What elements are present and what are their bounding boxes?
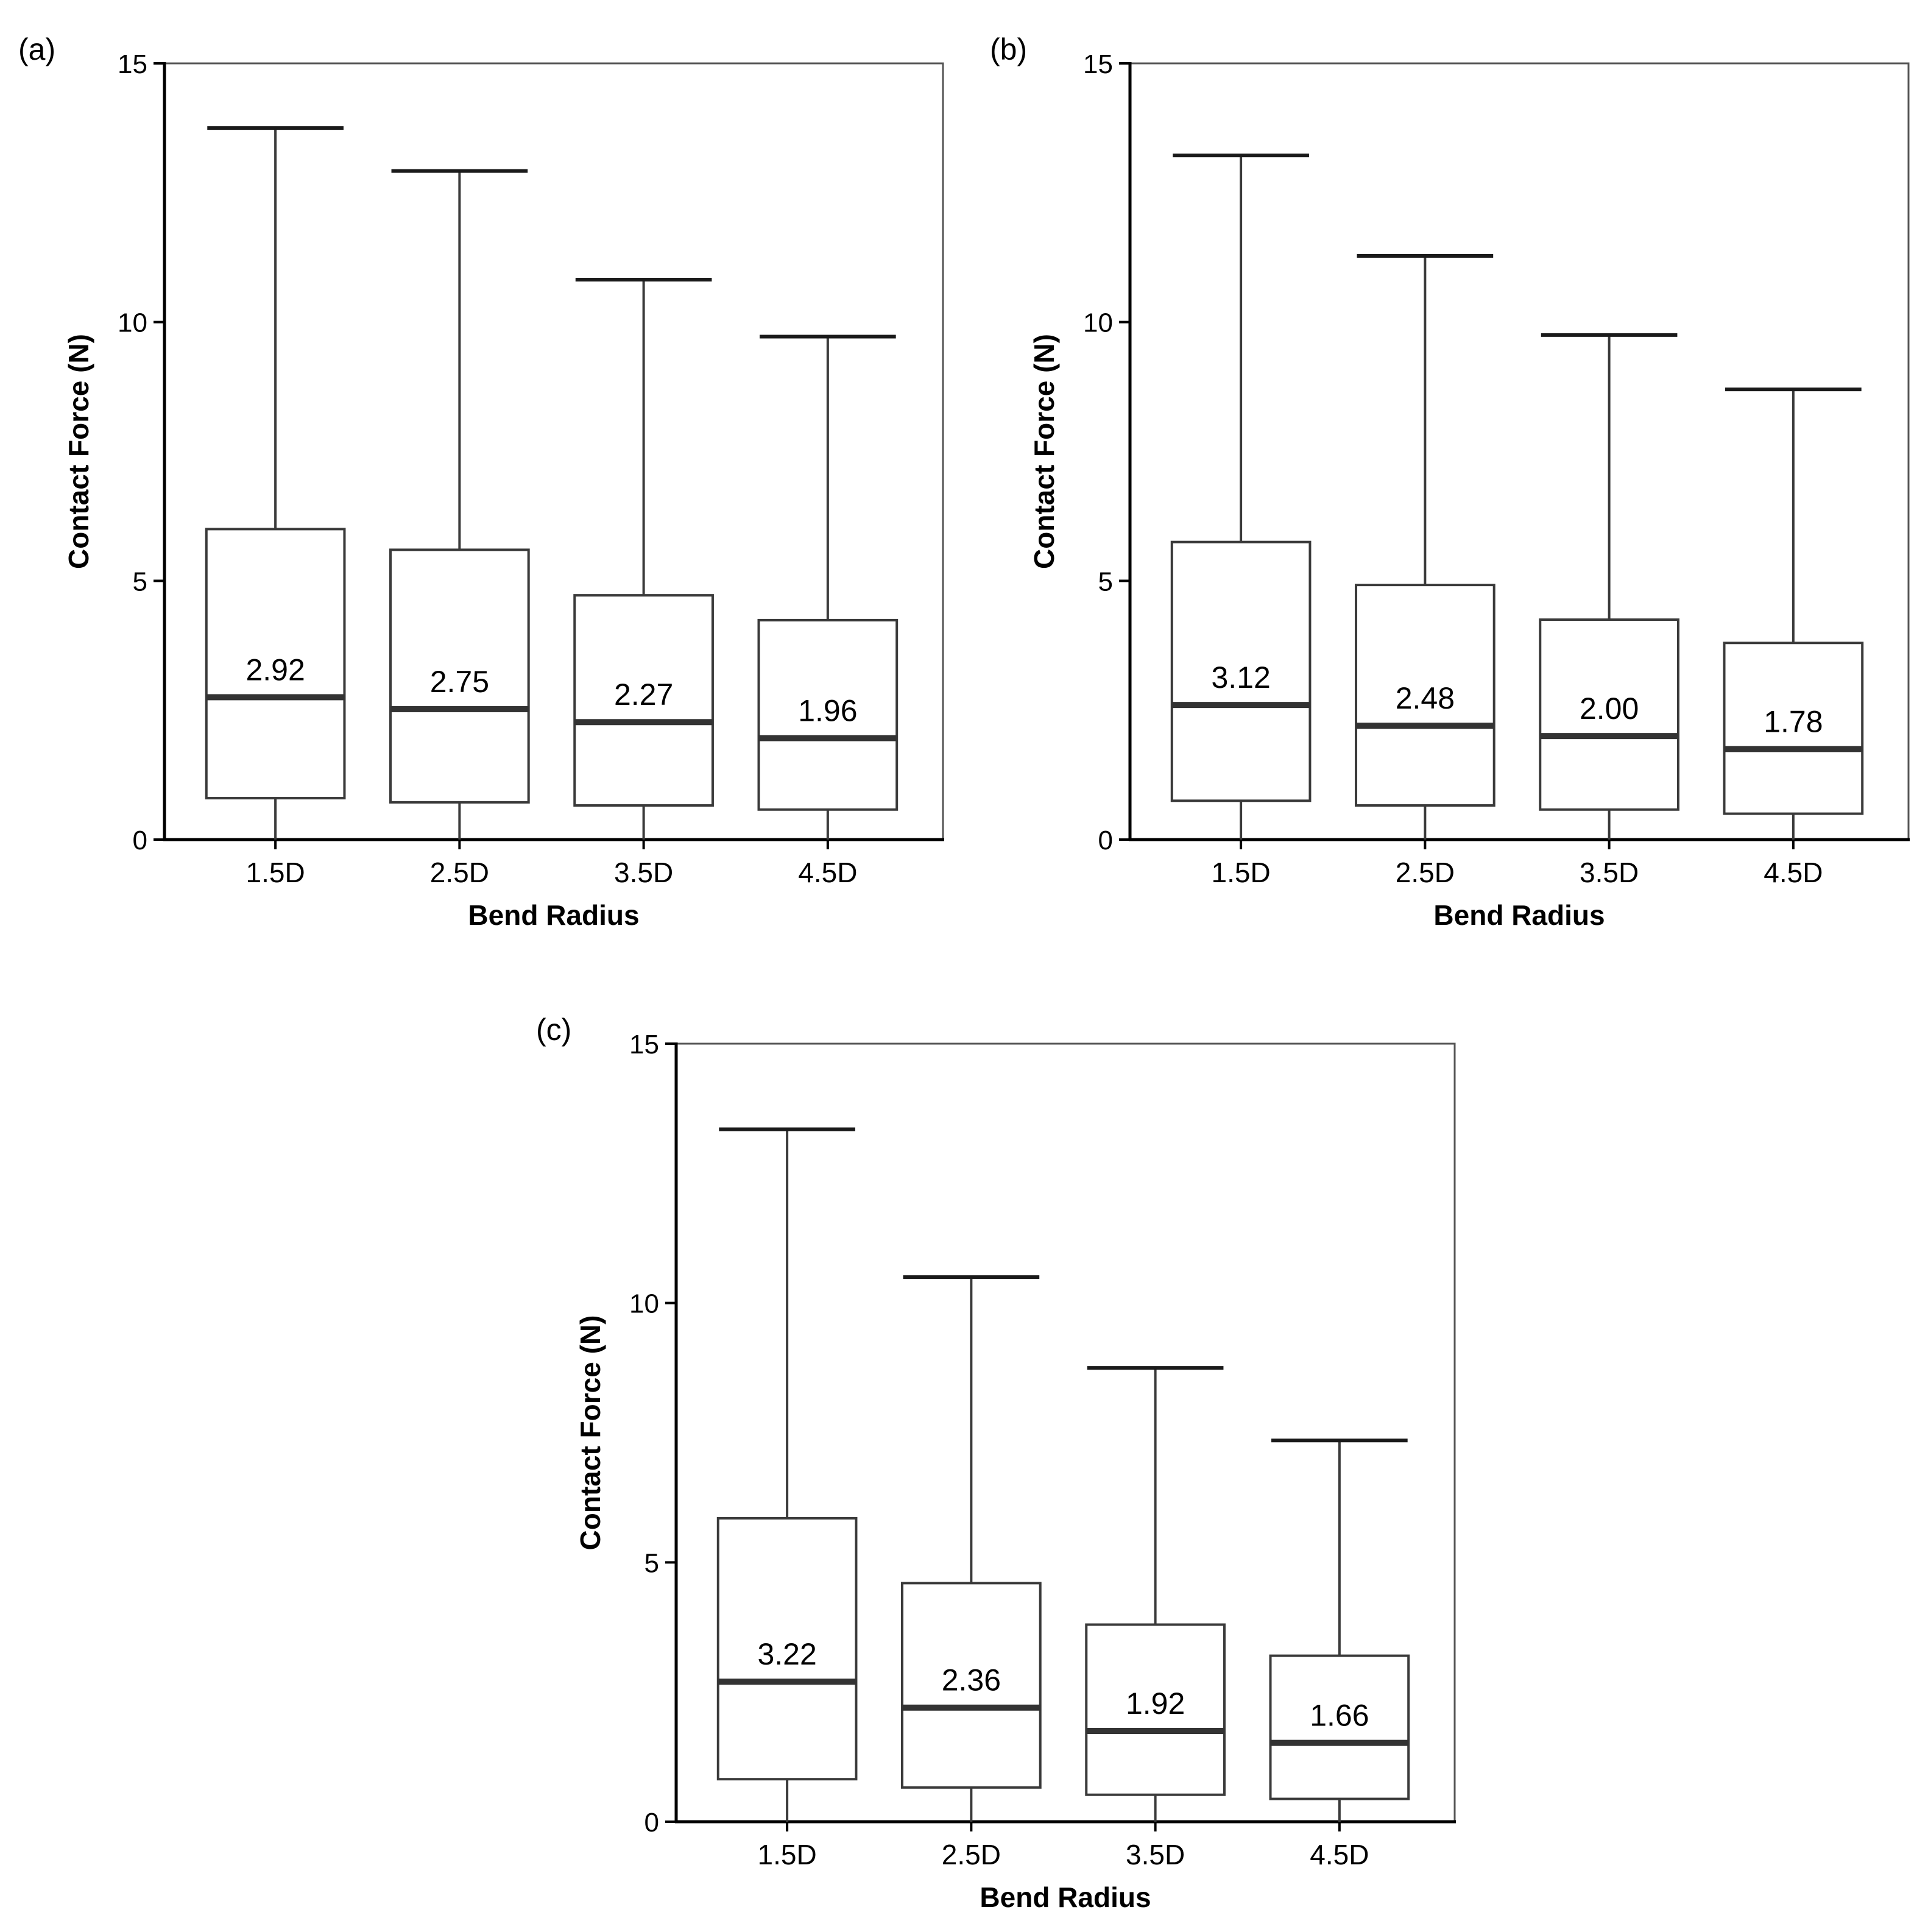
- value-label: 1.92: [1126, 1686, 1185, 1721]
- x-tick-label: 3.5D: [1126, 1839, 1185, 1870]
- value-label: 3.22: [757, 1637, 816, 1671]
- value-label: 2.27: [614, 678, 673, 712]
- panel-label: (b): [990, 32, 1027, 66]
- x-tick-label: 4.5D: [1310, 1839, 1369, 1870]
- y-tick-label: 15: [629, 1030, 659, 1060]
- panel-label: (a): [18, 32, 55, 66]
- iqr-box: [1723, 642, 1864, 815]
- x-axis-title: Bend Radius: [1433, 899, 1605, 931]
- x-tick-label: 1.5D: [1212, 857, 1271, 888]
- value-label: 3.12: [1211, 660, 1270, 695]
- box-group: 4.5D 1.96: [757, 334, 899, 888]
- value-label: 2.36: [942, 1663, 1001, 1697]
- value-label: 2.48: [1396, 681, 1455, 715]
- box-group: 2.5D 2.75: [389, 169, 530, 888]
- iqr-box: [901, 1582, 1042, 1789]
- box-group: 4.5D 1.66: [1269, 1438, 1410, 1870]
- chart-panel: (b) 0 5 10 15 Contact Force (N) Bend Radius 1.5…: [990, 32, 1910, 931]
- x-tick-label: 3.5D: [614, 857, 673, 888]
- panel-label: (c): [536, 1013, 571, 1047]
- box-group: 2.5D 2.48: [1355, 253, 1495, 888]
- chart-panel: (a) 0 5 10 15 Contact Force (N) Bend Radius 1.5…: [18, 32, 944, 931]
- x-tick-label: 2.5D: [942, 1839, 1001, 1870]
- x-tick-label: 4.5D: [1764, 857, 1823, 888]
- y-tick-label: 5: [1098, 567, 1113, 596]
- y-tick-label: 10: [118, 308, 147, 338]
- iqr-box: [389, 548, 530, 804]
- y-tick-label: 15: [1083, 49, 1113, 79]
- iqr-box: [716, 1516, 858, 1781]
- y-axis-title: Contact Force (N): [63, 334, 94, 569]
- box-group: 1.5D 3.22: [716, 1127, 858, 1870]
- iqr-box: [757, 618, 899, 811]
- x-tick-label: 1.5D: [246, 857, 305, 888]
- y-tick-label: 0: [644, 1808, 659, 1838]
- value-label: 2.00: [1580, 692, 1639, 726]
- y-tick-label: 0: [133, 826, 147, 855]
- iqr-box: [1170, 540, 1312, 802]
- box-group: 4.5D 1.78: [1723, 387, 1864, 888]
- y-tick-label: 10: [629, 1289, 659, 1319]
- value-label: 1.78: [1764, 704, 1823, 738]
- iqr-box: [573, 594, 714, 807]
- value-label: 1.96: [798, 694, 857, 728]
- y-tick-label: 15: [118, 49, 147, 79]
- iqr-box: [1085, 1623, 1226, 1796]
- x-tick-label: 1.5D: [758, 1839, 817, 1870]
- iqr-box: [205, 528, 346, 800]
- y-tick-label: 5: [133, 567, 147, 596]
- x-axis-title: Bend Radius: [980, 1881, 1151, 1913]
- x-tick-label: 4.5D: [798, 857, 857, 888]
- iqr-box: [1539, 618, 1679, 811]
- value-label: 2.92: [245, 653, 305, 687]
- iqr-box: [1355, 584, 1495, 807]
- y-tick-label: 10: [1083, 308, 1113, 338]
- x-tick-label: 3.5D: [1580, 857, 1639, 888]
- box-group: 1.5D 2.92: [205, 126, 346, 888]
- y-axis-title: Contact Force (N): [1028, 334, 1060, 569]
- chart-panel: (c) 0 5 10 15 Contact Force (N) Bend Radius 1.5…: [536, 1013, 1456, 1913]
- iqr-box: [1269, 1654, 1410, 1800]
- box-group: 2.5D 2.36: [901, 1275, 1042, 1870]
- y-tick-label: 5: [644, 1548, 659, 1578]
- box-group: 3.5D 2.27: [573, 278, 714, 888]
- x-axis-title: Bend Radius: [468, 899, 639, 931]
- x-tick-label: 2.5D: [1396, 857, 1455, 888]
- box-group: 1.5D 3.12: [1170, 154, 1312, 888]
- value-label: 1.66: [1310, 1699, 1369, 1733]
- box-group: 3.5D 1.92: [1085, 1366, 1226, 1870]
- x-tick-label: 2.5D: [430, 857, 489, 888]
- box-group: 3.5D 2.00: [1539, 333, 1679, 888]
- value-label: 2.75: [430, 665, 489, 699]
- y-axis-title: Contact Force (N): [574, 1315, 606, 1551]
- y-tick-label: 0: [1098, 826, 1113, 855]
